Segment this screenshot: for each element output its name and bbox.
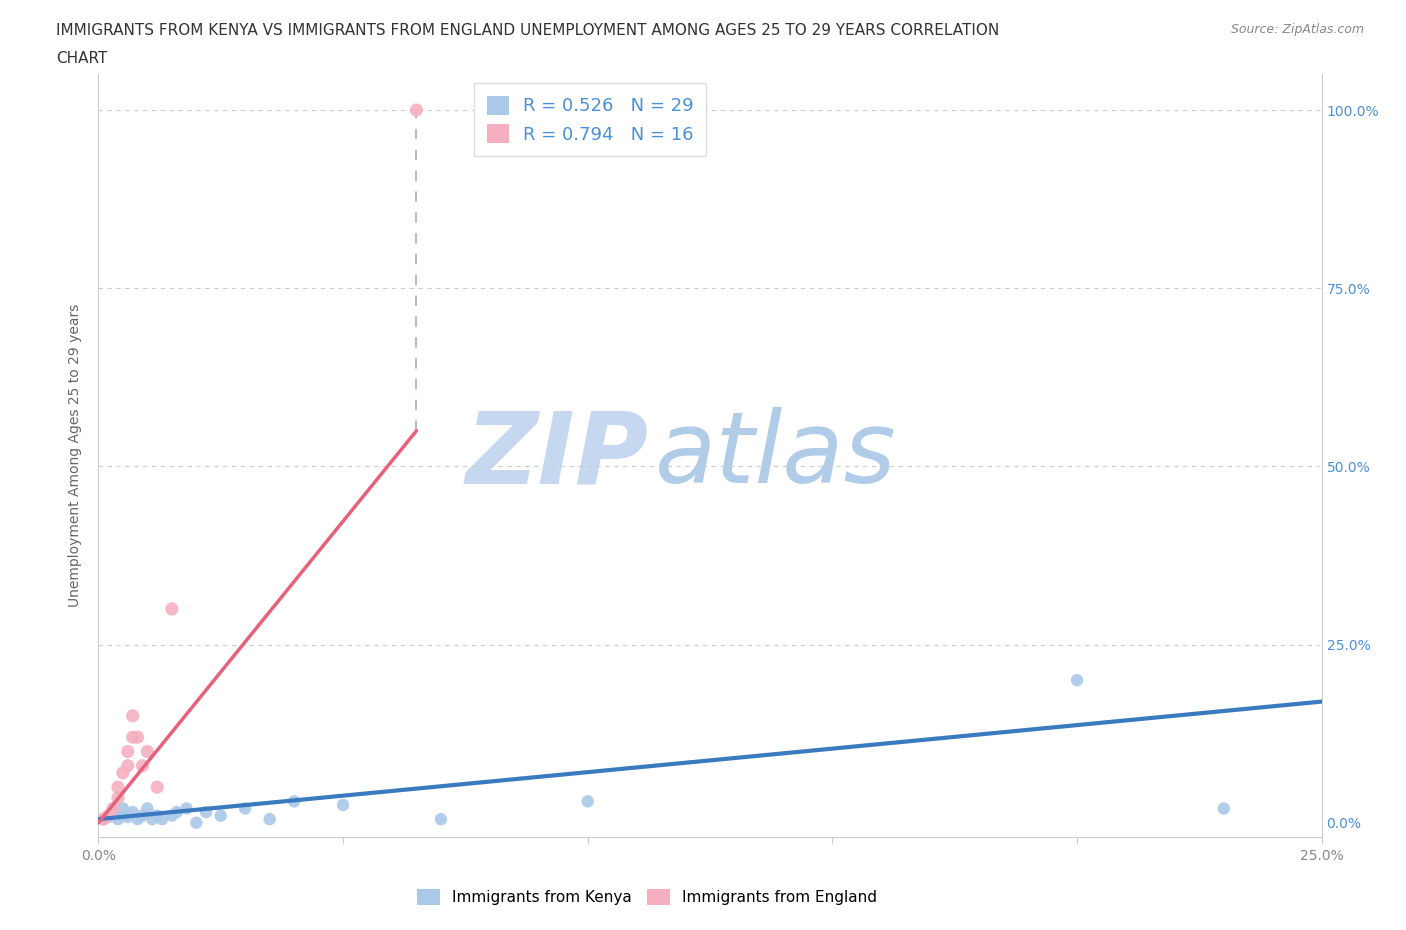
Point — [405, 102, 427, 117]
Point — [101, 808, 124, 823]
Point — [91, 812, 114, 827]
Point — [131, 808, 153, 823]
Point — [107, 790, 129, 805]
Point — [576, 794, 599, 809]
Point — [146, 808, 169, 823]
Point — [176, 801, 198, 816]
Legend: Immigrants from Kenya, Immigrants from England: Immigrants from Kenya, Immigrants from E… — [409, 881, 884, 913]
Point — [136, 744, 159, 759]
Point — [1212, 801, 1234, 816]
Point — [111, 801, 134, 816]
Point — [91, 812, 114, 827]
Point — [136, 801, 159, 816]
Point — [97, 810, 120, 825]
Point — [430, 812, 453, 827]
Point — [166, 804, 188, 819]
Point — [131, 758, 153, 773]
Point — [160, 602, 183, 617]
Point — [332, 798, 354, 813]
Text: ZIP: ZIP — [465, 407, 650, 504]
Point — [127, 812, 149, 827]
Text: IMMIGRANTS FROM KENYA VS IMMIGRANTS FROM ENGLAND UNEMPLOYMENT AMONG AGES 25 TO 2: IMMIGRANTS FROM KENYA VS IMMIGRANTS FROM… — [56, 23, 1000, 38]
Point — [121, 804, 143, 819]
Y-axis label: Unemployment Among Ages 25 to 29 years: Unemployment Among Ages 25 to 29 years — [69, 304, 83, 607]
Point — [160, 808, 183, 823]
Point — [117, 810, 139, 825]
Point — [146, 779, 169, 794]
Point — [101, 801, 124, 816]
Point — [141, 812, 163, 827]
Point — [209, 808, 232, 823]
Point — [111, 765, 134, 780]
Point — [186, 816, 208, 830]
Point — [97, 808, 120, 823]
Point — [233, 801, 256, 816]
Point — [101, 804, 124, 819]
Point — [121, 730, 143, 745]
Point — [1066, 672, 1088, 687]
Point — [117, 758, 139, 773]
Point — [117, 744, 139, 759]
Point — [107, 779, 129, 794]
Point — [121, 709, 143, 724]
Legend: R = 0.526   N = 29, R = 0.794   N = 16: R = 0.526 N = 29, R = 0.794 N = 16 — [474, 84, 706, 156]
Point — [107, 812, 129, 827]
Text: Source: ZipAtlas.com: Source: ZipAtlas.com — [1230, 23, 1364, 36]
Point — [127, 730, 149, 745]
Text: atlas: atlas — [655, 407, 897, 504]
Point — [283, 794, 305, 809]
Point — [195, 804, 218, 819]
Point — [111, 808, 134, 823]
Point — [259, 812, 281, 827]
Text: CHART: CHART — [56, 51, 108, 66]
Point — [150, 812, 173, 827]
